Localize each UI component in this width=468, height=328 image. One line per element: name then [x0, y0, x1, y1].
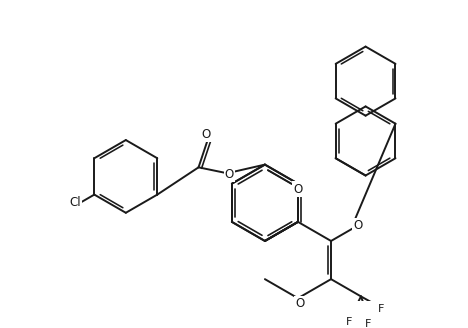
- Text: O: O: [201, 128, 211, 141]
- Text: F: F: [346, 317, 352, 327]
- Text: F: F: [378, 304, 384, 314]
- Text: O: O: [293, 183, 303, 195]
- Text: O: O: [295, 297, 304, 310]
- Text: F: F: [365, 319, 372, 328]
- Text: O: O: [225, 168, 234, 181]
- Text: Cl: Cl: [69, 196, 81, 209]
- Text: O: O: [354, 219, 363, 232]
